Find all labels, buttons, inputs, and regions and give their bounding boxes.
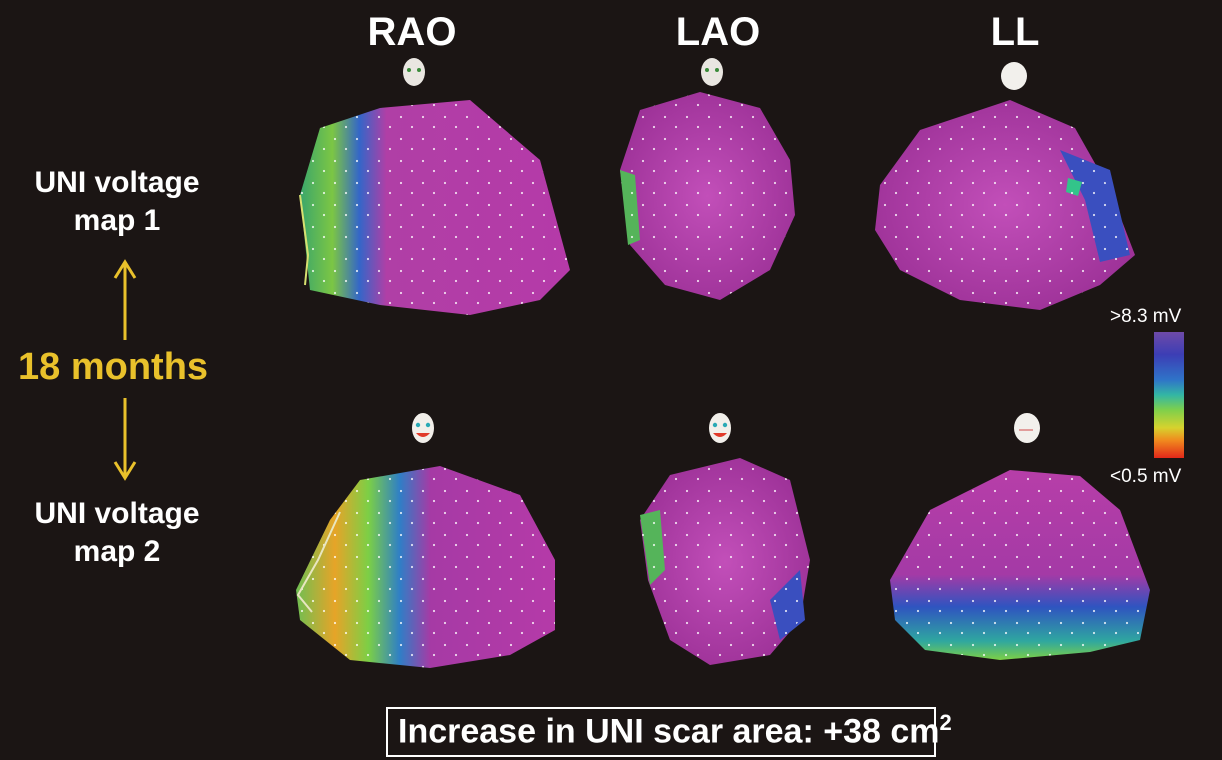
row-label-map1: UNI voltage map 1 bbox=[8, 164, 226, 240]
view-label-ll: LL bbox=[990, 10, 1040, 54]
row-label-map2-line2: map 2 bbox=[73, 535, 161, 568]
footer-main-text: Increase in UNI scar area: +38 cm bbox=[398, 712, 940, 751]
voltage-map-ll-2 bbox=[890, 470, 1150, 660]
row-label-map1-line1: UNI voltage bbox=[34, 166, 200, 199]
head-icon-rao-1 bbox=[403, 58, 425, 86]
footer-box bbox=[386, 707, 936, 757]
row-label-map2: UNI voltage map 2 bbox=[8, 495, 226, 571]
voltage-map-ll-1 bbox=[875, 100, 1135, 310]
row-label-map2-line1: UNI voltage bbox=[34, 497, 200, 530]
colorbar bbox=[1154, 332, 1184, 458]
head-icon-ll-1 bbox=[1001, 62, 1027, 90]
colorbar-max-label: >8.3 mV bbox=[1110, 306, 1182, 327]
footer-superscript: 2 bbox=[939, 710, 952, 735]
head-icon-rao-2 bbox=[412, 413, 434, 443]
view-label-rao: RAO bbox=[367, 10, 457, 54]
head-icon-lao-2 bbox=[709, 413, 731, 443]
interval-label: 18 months bbox=[18, 346, 209, 388]
voltage-map-lao-1 bbox=[620, 92, 795, 300]
up-arrow-icon bbox=[113, 259, 137, 340]
voltage-map-lao-2 bbox=[640, 458, 810, 665]
footer-text: Increase in UNI scar area: +38 cm2 bbox=[398, 710, 952, 751]
voltage-map-rao-2 bbox=[296, 466, 555, 668]
head-icon-lao-1 bbox=[701, 58, 723, 86]
down-arrow-icon bbox=[113, 398, 137, 481]
colorbar-min-label: <0.5 mV bbox=[1110, 466, 1182, 487]
row-label-map1-line2: map 1 bbox=[73, 204, 161, 237]
view-label-lao: LAO bbox=[675, 10, 761, 54]
voltage-map-rao-1 bbox=[299, 100, 570, 315]
head-icon-ll-2 bbox=[1014, 413, 1040, 443]
